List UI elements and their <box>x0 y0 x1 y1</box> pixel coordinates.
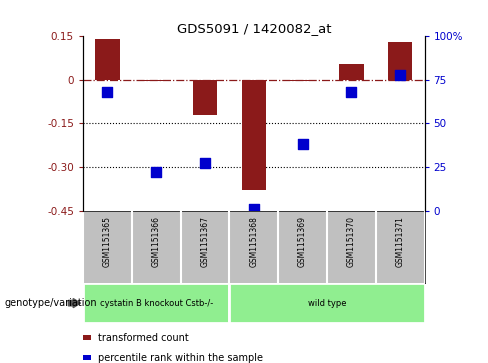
Text: GSM1151369: GSM1151369 <box>298 216 307 267</box>
Text: GSM1151368: GSM1151368 <box>249 216 258 267</box>
Title: GDS5091 / 1420082_at: GDS5091 / 1420082_at <box>177 22 331 35</box>
Bar <box>83 283 229 323</box>
Bar <box>193 80 217 115</box>
Text: genotype/variation: genotype/variation <box>5 298 98 308</box>
Text: GSM1151365: GSM1151365 <box>103 216 112 267</box>
Point <box>152 169 160 175</box>
Text: GSM1151370: GSM1151370 <box>347 216 356 267</box>
Point <box>396 72 404 78</box>
Bar <box>242 80 266 190</box>
Point <box>347 89 355 95</box>
Bar <box>144 80 168 81</box>
Text: GSM1151371: GSM1151371 <box>396 216 405 267</box>
Bar <box>229 283 425 323</box>
Point <box>250 206 258 212</box>
Text: wild type: wild type <box>308 299 346 307</box>
Text: cystatin B knockout Cstb-/-: cystatin B knockout Cstb-/- <box>100 299 213 307</box>
Point <box>201 160 209 166</box>
Bar <box>339 64 364 80</box>
Bar <box>95 39 120 80</box>
Text: percentile rank within the sample: percentile rank within the sample <box>98 352 263 363</box>
Text: transformed count: transformed count <box>98 333 189 343</box>
Text: GSM1151366: GSM1151366 <box>152 216 161 267</box>
Point <box>299 142 306 147</box>
Bar <box>388 42 412 80</box>
Point <box>103 89 111 95</box>
Bar <box>290 80 315 81</box>
Text: GSM1151367: GSM1151367 <box>201 216 209 267</box>
